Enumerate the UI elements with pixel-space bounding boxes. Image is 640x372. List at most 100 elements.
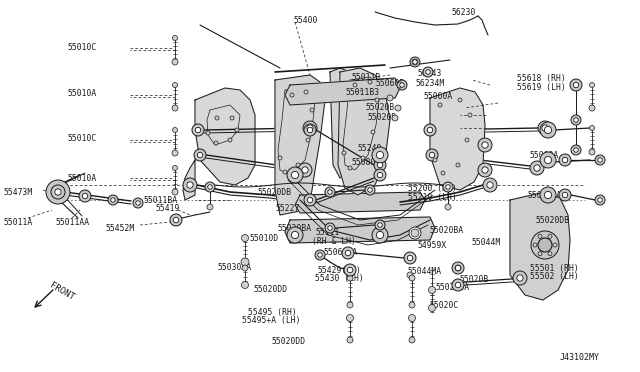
Circle shape: [307, 127, 313, 133]
Circle shape: [455, 265, 461, 271]
Circle shape: [545, 192, 552, 199]
Circle shape: [570, 79, 582, 91]
Circle shape: [400, 83, 404, 87]
Circle shape: [376, 151, 383, 158]
Circle shape: [538, 252, 542, 256]
Text: 55020IA: 55020IA: [435, 282, 469, 292]
Text: 55495+A (LH): 55495+A (LH): [242, 317, 301, 326]
Circle shape: [187, 182, 193, 188]
Circle shape: [517, 275, 523, 281]
Circle shape: [347, 272, 353, 278]
Circle shape: [306, 138, 310, 142]
Circle shape: [348, 267, 353, 273]
Circle shape: [195, 127, 201, 133]
Polygon shape: [338, 68, 390, 195]
Circle shape: [346, 314, 353, 321]
Circle shape: [487, 182, 493, 188]
Circle shape: [46, 180, 70, 204]
Circle shape: [573, 148, 579, 152]
Polygon shape: [195, 88, 255, 185]
Circle shape: [136, 201, 140, 205]
Text: 55011BA: 55011BA: [143, 196, 177, 205]
Circle shape: [410, 57, 420, 67]
Circle shape: [346, 250, 351, 256]
Circle shape: [55, 189, 61, 195]
Text: 55011AA: 55011AA: [55, 218, 89, 227]
Circle shape: [531, 231, 559, 259]
Circle shape: [478, 138, 492, 152]
Circle shape: [540, 152, 556, 168]
Circle shape: [563, 192, 568, 198]
Circle shape: [548, 234, 552, 238]
Text: 55080A: 55080A: [352, 157, 381, 167]
Circle shape: [407, 255, 413, 261]
Circle shape: [545, 126, 552, 134]
Circle shape: [589, 105, 595, 111]
Circle shape: [172, 105, 178, 111]
Circle shape: [304, 90, 308, 94]
Circle shape: [397, 80, 407, 90]
Text: 55020BA: 55020BA: [430, 225, 464, 234]
Polygon shape: [295, 192, 425, 213]
Circle shape: [443, 182, 453, 192]
Circle shape: [173, 128, 177, 132]
Circle shape: [347, 275, 353, 281]
Polygon shape: [285, 78, 400, 105]
Circle shape: [347, 302, 353, 308]
Circle shape: [111, 198, 115, 202]
Text: 55473M: 55473M: [4, 187, 33, 196]
Text: 55060A: 55060A: [424, 92, 453, 100]
Text: 55020DD: 55020DD: [272, 337, 306, 346]
Circle shape: [242, 265, 248, 271]
Circle shape: [539, 239, 551, 251]
Circle shape: [361, 156, 365, 160]
Circle shape: [458, 98, 462, 102]
Circle shape: [287, 167, 303, 183]
Circle shape: [483, 178, 497, 192]
Circle shape: [571, 115, 581, 125]
Circle shape: [197, 152, 203, 158]
Text: 55227: 55227: [275, 203, 300, 212]
Circle shape: [278, 156, 282, 160]
Circle shape: [287, 227, 303, 243]
Circle shape: [375, 220, 385, 230]
Circle shape: [433, 158, 437, 162]
Circle shape: [133, 198, 143, 208]
Circle shape: [304, 124, 316, 136]
Circle shape: [241, 234, 248, 241]
Circle shape: [376, 231, 383, 238]
Circle shape: [214, 141, 218, 145]
Circle shape: [456, 163, 460, 167]
Circle shape: [424, 124, 436, 136]
Text: 55060BA: 55060BA: [323, 247, 357, 257]
Text: 55618 (RH): 55618 (RH): [517, 74, 566, 83]
Circle shape: [310, 108, 314, 112]
Circle shape: [598, 198, 602, 202]
Text: FRONT: FRONT: [48, 281, 76, 302]
Text: 55010A: 55010A: [68, 89, 97, 97]
Circle shape: [230, 116, 234, 120]
Circle shape: [545, 156, 552, 164]
Circle shape: [548, 252, 552, 256]
Circle shape: [407, 272, 413, 278]
Text: 55060B: 55060B: [375, 78, 404, 87]
Text: 55011B3: 55011B3: [345, 87, 379, 96]
Text: 55030AA: 55030AA: [218, 263, 252, 273]
Circle shape: [372, 227, 388, 243]
Circle shape: [429, 305, 435, 311]
Circle shape: [51, 185, 65, 199]
Circle shape: [205, 182, 215, 192]
Circle shape: [534, 165, 540, 171]
Text: 55011A: 55011A: [4, 218, 33, 227]
Circle shape: [283, 170, 287, 174]
Text: 55020C: 55020C: [430, 301, 460, 310]
Circle shape: [513, 271, 527, 285]
Text: 55619 (LH): 55619 (LH): [517, 83, 566, 92]
Circle shape: [290, 93, 294, 97]
Circle shape: [208, 185, 212, 189]
Circle shape: [328, 190, 332, 194]
Polygon shape: [330, 68, 365, 178]
Circle shape: [598, 158, 602, 162]
Circle shape: [347, 337, 353, 343]
Text: 55011B: 55011B: [352, 73, 381, 81]
